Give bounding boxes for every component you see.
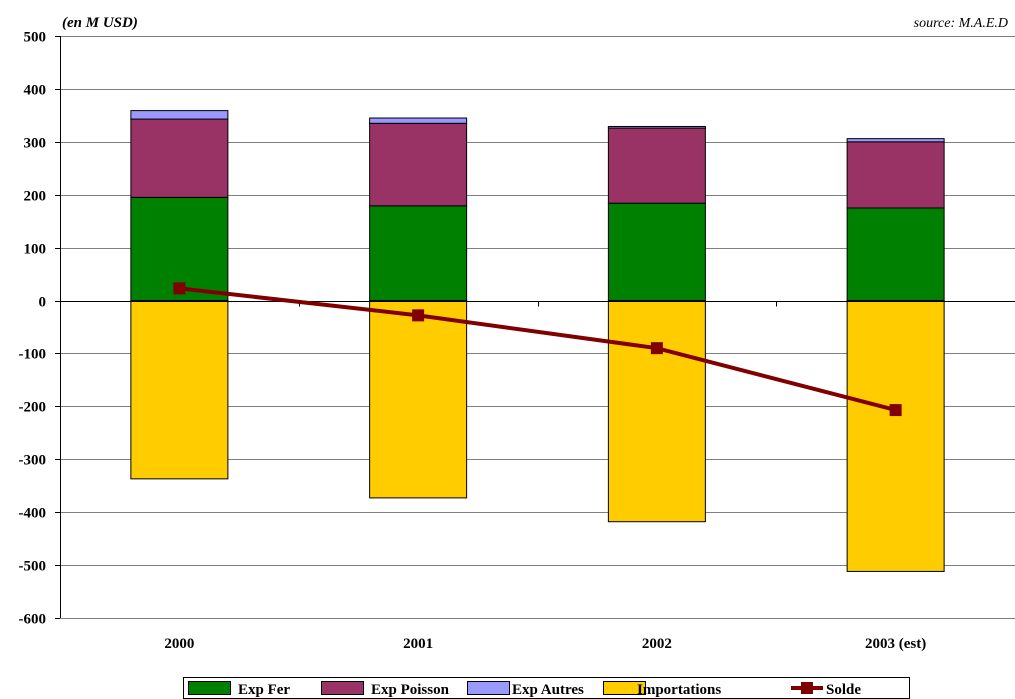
solde-marker xyxy=(889,404,902,417)
bars xyxy=(130,110,945,572)
y-tick-label: -400 xyxy=(19,506,47,522)
x-tick-labels: 2000 2001 2002 2003 (est) xyxy=(164,636,926,652)
y-tick-label: -300 xyxy=(19,453,47,469)
y-tick-label: -500 xyxy=(19,559,47,575)
bar-exp-fer xyxy=(369,205,468,302)
x-tick-label: 2001 xyxy=(403,636,433,652)
solde-line-group xyxy=(173,282,902,417)
unit-label: (en M USD) xyxy=(62,15,138,31)
legend-marker-solde xyxy=(801,682,813,694)
bar-exp-autres xyxy=(369,117,468,124)
y-tick-label: -100 xyxy=(19,347,47,363)
source-label: source: M.A.E.D xyxy=(914,16,1008,31)
y-tick-labels: 500 400 300 200 100 0 -100 -200 -300 -400 -500 -600 xyxy=(19,30,47,628)
legend-swatch-exp-autres xyxy=(467,681,510,695)
legend: Exp Fer Exp Poisson Exp Autres Importations… xyxy=(183,677,910,699)
solde-marker xyxy=(173,282,186,295)
bar-importations xyxy=(607,300,706,523)
bar-exp-poisson xyxy=(846,141,945,209)
solde-line xyxy=(179,286,897,413)
bar-exp-poisson xyxy=(369,122,468,207)
y-tick-label: -600 xyxy=(19,612,47,628)
legend-label-exp-fer: Exp Fer xyxy=(238,682,290,698)
y-tick-label: 400 xyxy=(24,83,47,99)
legend-swatch-importations xyxy=(603,681,646,695)
y-tick-label: -200 xyxy=(19,400,47,416)
legend-swatch-exp-poisson xyxy=(321,681,364,695)
bar-importations xyxy=(130,300,229,480)
bar-exp-fer xyxy=(846,207,945,302)
x-tick-label: 2000 xyxy=(164,636,194,652)
y-tick-label: 500 xyxy=(24,30,47,46)
legend-label-importations: Importations xyxy=(637,682,721,698)
bar-exp-poisson xyxy=(607,127,706,204)
legend-label-solde: Solde xyxy=(826,682,861,698)
y-tick-label: 0 xyxy=(39,295,47,311)
legend-label-exp-poisson: Exp Poisson xyxy=(371,682,450,698)
legend-label-exp-autres: Exp Autres xyxy=(512,682,584,698)
x-tick-label: 2002 xyxy=(642,636,672,652)
bar-importations xyxy=(846,300,945,572)
axes xyxy=(55,36,1015,619)
bar-exp-autres xyxy=(130,110,229,120)
y-tick-label: 300 xyxy=(24,136,47,152)
bar-exp-fer xyxy=(607,202,706,302)
bar-exp-autres xyxy=(607,125,706,129)
y-tick-label: 100 xyxy=(24,242,47,258)
legend-swatch-exp-fer xyxy=(188,681,231,695)
y-tick-label: 200 xyxy=(24,189,47,205)
bar-importations xyxy=(369,300,468,499)
solde-marker xyxy=(650,342,663,355)
solde-marker xyxy=(412,309,425,322)
bar-exp-autres xyxy=(846,138,945,143)
x-tick-label: 2003 (est) xyxy=(865,636,926,652)
bar-exp-poisson xyxy=(130,118,229,198)
